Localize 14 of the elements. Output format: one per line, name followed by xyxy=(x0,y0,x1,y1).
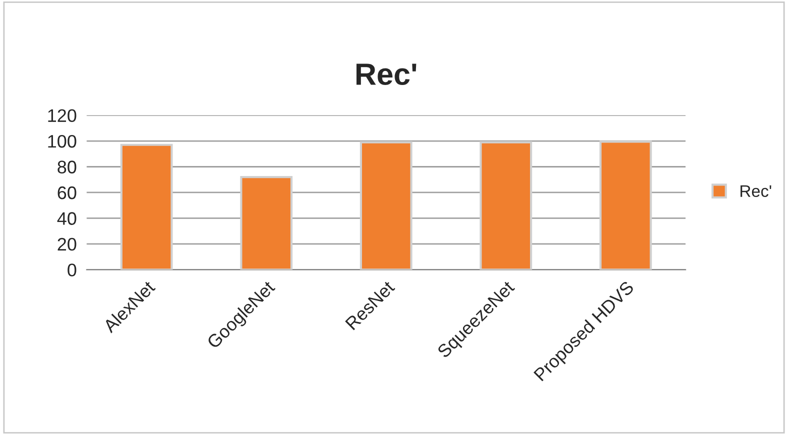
chart-title: Rec' xyxy=(356,64,416,86)
y-tick-label: 60 xyxy=(58,186,76,200)
bar xyxy=(599,140,652,270)
y-tick-label: 0 xyxy=(68,264,76,276)
y-tick-label: 120 xyxy=(48,109,76,122)
y-tick-label: 80 xyxy=(58,160,76,174)
bar xyxy=(360,141,412,270)
bar xyxy=(120,144,173,270)
y-tick-label: 20 xyxy=(58,238,76,251)
legend-label: Rec' xyxy=(740,185,772,198)
y-tick-label: 40 xyxy=(57,212,76,225)
bar xyxy=(480,141,532,270)
y-tick-label: 100 xyxy=(48,134,76,148)
bar xyxy=(240,176,293,270)
